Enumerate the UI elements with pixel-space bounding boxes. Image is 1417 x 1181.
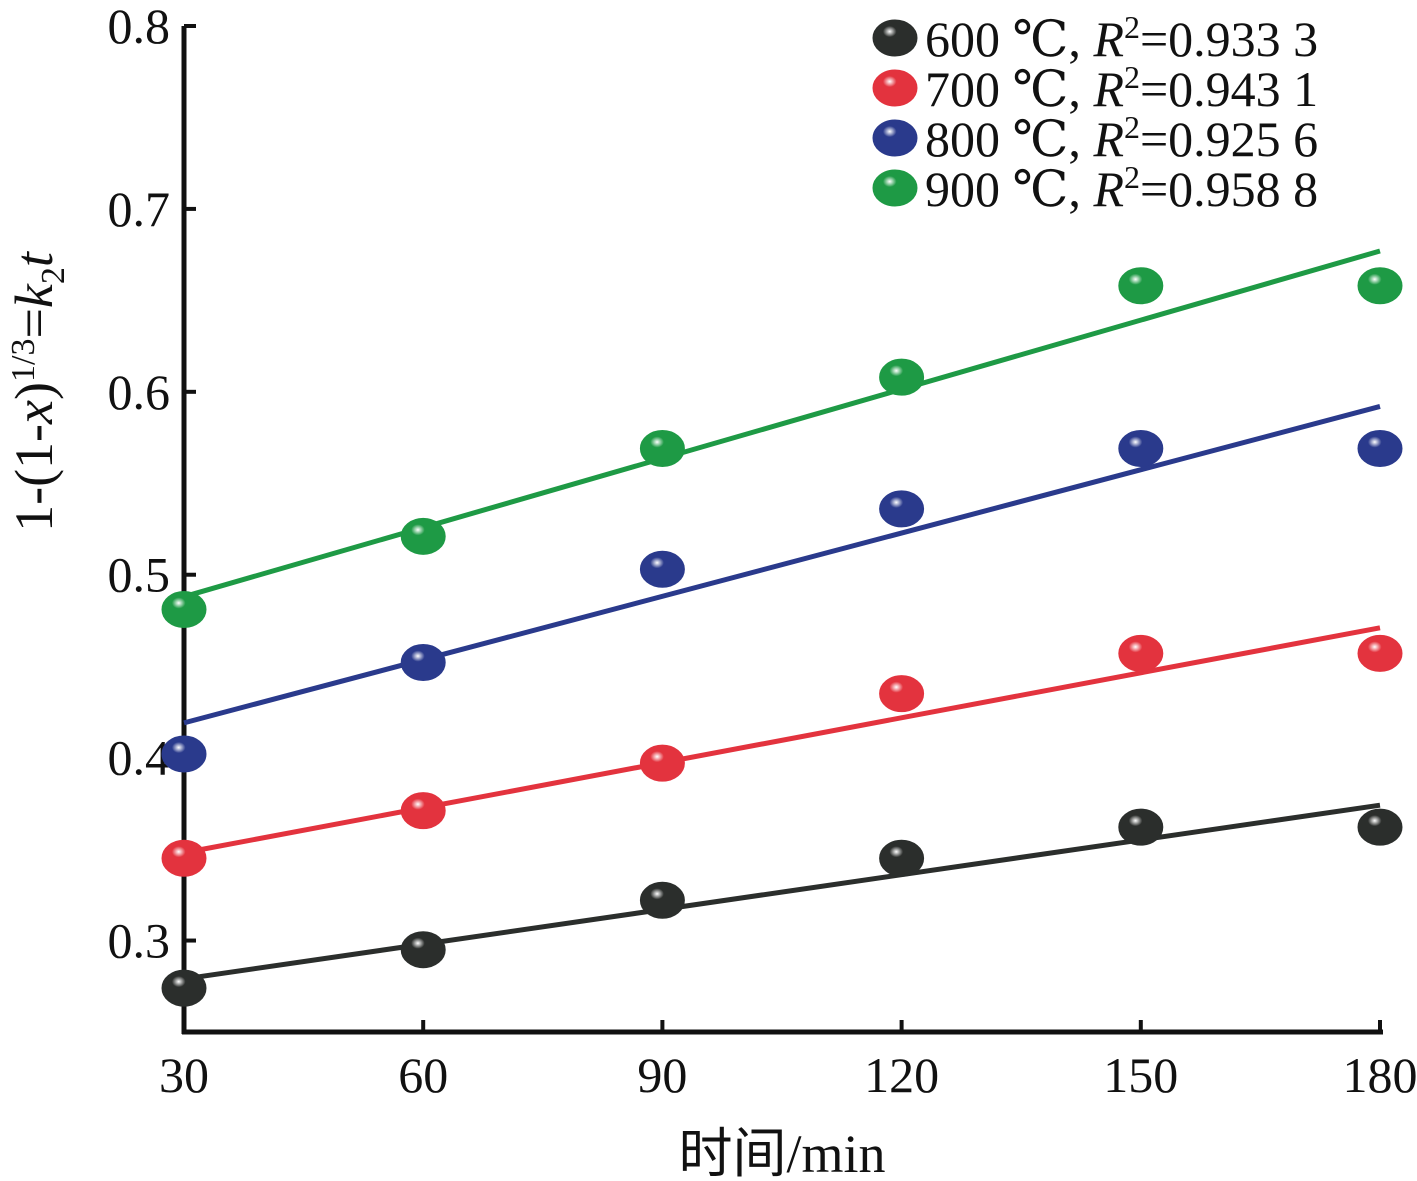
x-tick-label: 30	[159, 1047, 209, 1103]
legend-entry: 600 ℃, R2=0.933 3	[872, 9, 1318, 67]
fit-line	[183, 802, 1381, 982]
data-point	[879, 358, 925, 396]
x-tick-label: 120	[864, 1047, 939, 1103]
legend-marker	[872, 169, 918, 207]
legend-label: 600 ℃, R2=0.933 3	[925, 9, 1318, 67]
x-tick-label: 150	[1103, 1047, 1178, 1103]
y-tick-label: 0.4	[108, 730, 171, 786]
fit-line	[183, 404, 1381, 726]
data-point	[879, 490, 925, 528]
fit-line	[183, 248, 1381, 600]
y-tick-label: 0.7	[108, 181, 171, 237]
data-point	[879, 675, 925, 713]
data-point	[1357, 267, 1403, 305]
legend-entry: 900 ℃, R2=0.958 8	[872, 159, 1318, 217]
data-point	[639, 744, 685, 782]
data-point	[400, 931, 446, 969]
legend-label: 700 ℃, R2=0.943 1	[925, 59, 1318, 117]
legend-entry: 800 ℃, R2=0.925 6	[872, 109, 1318, 167]
data-point	[1118, 808, 1164, 846]
legend-label: 800 ℃, R2=0.925 6	[925, 109, 1318, 167]
x-tick-label: 90	[637, 1047, 687, 1103]
x-axis-label: 时间/min	[678, 1124, 885, 1181]
data-point	[879, 839, 925, 877]
y-tick-label: 0.3	[108, 913, 171, 969]
data-point	[1118, 430, 1164, 468]
data-point	[1357, 808, 1403, 846]
fit-line	[183, 625, 1381, 856]
legend-marker	[872, 69, 918, 107]
data-point	[400, 517, 446, 555]
x-tick-label: 180	[1343, 1047, 1417, 1103]
x-tick-label: 60	[398, 1047, 448, 1103]
data-point	[400, 644, 446, 682]
legend-entry: 700 ℃, R2=0.943 1	[872, 59, 1318, 117]
y-tick-label: 0.8	[108, 0, 171, 54]
y-tick-label: 0.6	[108, 364, 171, 420]
data-point	[1118, 634, 1164, 672]
axes: 0.3 0.4 0.5 0.6 0.7 0.8 30 60 90 120 150 180	[108, 0, 1417, 1103]
legend-label: 900 ℃, R2=0.958 8	[925, 159, 1318, 217]
data-point	[1357, 634, 1403, 672]
data-point	[1357, 430, 1403, 468]
data-point	[161, 839, 207, 877]
y-axis-label: 1-(1-x)1/3=k2t	[4, 250, 72, 532]
y-tick-label: 0.5	[108, 547, 171, 603]
data-point	[400, 792, 446, 830]
legend-marker	[872, 119, 918, 157]
data-point	[639, 430, 685, 468]
data-point	[639, 881, 685, 919]
data-point	[161, 969, 207, 1007]
data-point	[639, 550, 685, 588]
data-points	[161, 267, 1403, 1007]
fit-lines	[183, 248, 1381, 982]
data-point	[1118, 267, 1164, 305]
data-point	[161, 590, 207, 628]
legend-marker	[872, 19, 918, 57]
data-point	[161, 735, 207, 773]
